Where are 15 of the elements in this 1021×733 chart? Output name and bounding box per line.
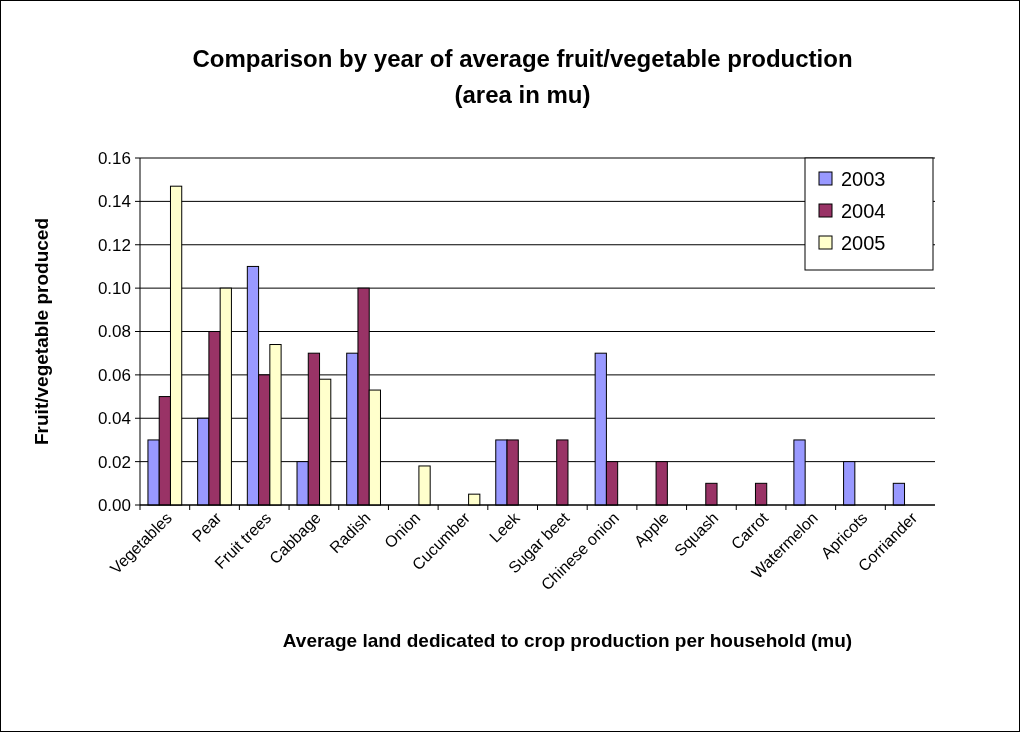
y-tick-label: 0.06 — [97, 365, 131, 385]
y-tick-label: 0.02 — [97, 452, 131, 472]
y-tick-label: 0.12 — [97, 235, 131, 255]
chart-title: Comparison by year of average fruit/vegetable production (area in mu) — [192, 45, 853, 108]
legend-label: 2003 — [841, 168, 886, 190]
y-tick-label: 0.08 — [97, 322, 131, 342]
y-axis-title: Fruit/vegetable produced — [31, 218, 52, 445]
y-tick-label: 0.04 — [97, 409, 131, 429]
x-axis-title: Average land dedicated to crop production per household (mu) — [282, 630, 853, 651]
legend-label: 2004 — [841, 200, 886, 222]
y-tick-label: 0.16 — [97, 148, 131, 168]
legend-label: 2005 — [841, 232, 886, 254]
y-tick-label: 0.10 — [97, 279, 131, 299]
y-tick-label: 0.14 — [97, 192, 131, 212]
y-tick-label: 0.00 — [97, 495, 131, 515]
